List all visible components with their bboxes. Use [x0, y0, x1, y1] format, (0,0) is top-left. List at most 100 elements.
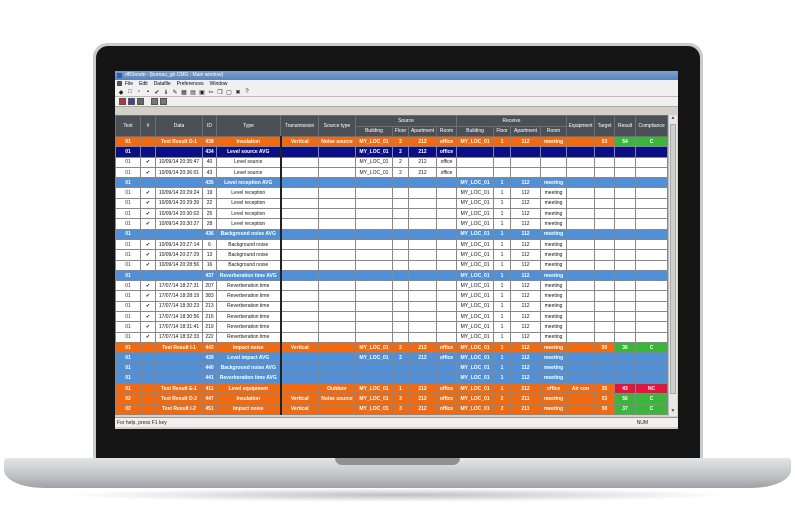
table-row[interactable]: 01 ✔ 17/07/14 18:30:23 213 Reverberation tim… — [115, 300, 669, 313]
view-a-icon[interactable] — [119, 98, 126, 105]
table-row[interactable]: 01 ✔ 10/09/14 20:28:56 16 Background noise MY… — [115, 259, 669, 271]
column-header-data[interactable]: Data — [155, 115, 203, 137]
app-icon[interactable]: ◆ — [118, 89, 124, 96]
table-row[interactable]: 01 Test Result D-1 438 Insulation Vertical No… — [115, 135, 669, 148]
cell--[interactable]: ✔ — [140, 249, 156, 261]
cell--[interactable]: ✔ — [140, 197, 156, 210]
receive-floor-header[interactable]: Floor — [493, 125, 512, 137]
cell--[interactable] — [140, 228, 156, 240]
table-row[interactable]: 01 ✔ 17/07/14 18:32:33 222 Reverberation tim… — [115, 331, 669, 343]
cell--[interactable]: ✔ — [140, 218, 156, 230]
source-room-header[interactable]: Room — [435, 125, 458, 137]
cell--[interactable] — [140, 372, 156, 385]
receive-room-header[interactable]: Room — [540, 125, 568, 137]
cell--[interactable] — [140, 383, 156, 395]
edit-icon[interactable]: ✎ — [172, 89, 178, 96]
cell--[interactable]: ✔ — [140, 300, 156, 313]
table-row[interactable]: 01 440 Background noise AVG MY_LOC_01 1 112 me… — [115, 362, 669, 374]
menu-edit[interactable]: Edit — [139, 81, 148, 87]
check-icon[interactable]: ✔ — [154, 89, 160, 96]
scroll-down-icon[interactable]: ▼ — [670, 408, 676, 414]
cell--[interactable]: ✔ — [140, 238, 156, 251]
scroll-thumb[interactable] — [670, 124, 676, 394]
source-apartment-header[interactable]: Apartment — [408, 125, 437, 137]
cell--[interactable]: ✔ — [140, 156, 156, 168]
cell--[interactable]: ✔ — [140, 321, 156, 333]
table-row[interactable]: 01 437 Reverberation time AVG MY_LOC_01 1 112… — [115, 269, 669, 282]
column-header-target[interactable]: Target — [594, 115, 616, 137]
column-header--[interactable]: # — [140, 115, 156, 137]
cell--[interactable] — [140, 352, 156, 364]
table-row[interactable]: 01 ✔ 10/09/14 20:27:29 13 Background noise MY… — [115, 249, 669, 261]
help-icon[interactable]: ? — [245, 89, 249, 95]
cut-icon[interactable]: ✂ — [208, 89, 214, 96]
table-row[interactable]: 01 ✔ 10/09/14 20:35:47 40 Level source MY_LOC… — [115, 156, 669, 168]
table-row[interactable]: 01 ✔ 10/09/14 20:29:24 19 Level reception MY_… — [115, 187, 669, 199]
cell--[interactable] — [140, 135, 156, 148]
source-building-header[interactable]: Building — [355, 125, 393, 137]
info-icon[interactable]: ℹ — [164, 89, 168, 96]
chart-icon[interactable]: ▤ — [190, 89, 196, 96]
table-row[interactable]: 01 ✔ 17/07/14 18:30:56 216 Reverberation tim… — [115, 311, 669, 323]
cell--[interactable] — [140, 362, 156, 374]
menu-datafile[interactable]: Datafile — [153, 81, 171, 87]
cell--[interactable]: ✔ — [140, 290, 156, 302]
cell--[interactable] — [140, 269, 156, 282]
column-header-source-type[interactable]: Source type — [318, 115, 356, 137]
cell--[interactable] — [140, 403, 156, 416]
cell--[interactable]: ✔ — [140, 311, 156, 323]
save-icon[interactable]: ▪ — [146, 89, 150, 95]
table-row[interactable]: 02 Test Result D-2 447 Insulation Vertical No… — [115, 393, 669, 405]
column-header-compliance[interactable]: Compliance — [635, 115, 669, 137]
scroll-up-icon[interactable]: ▲ — [670, 115, 676, 121]
open-icon[interactable]: ▫ — [137, 89, 141, 95]
cell--[interactable]: ✔ — [140, 259, 156, 271]
table-row[interactable]: 01 439 Level impact AVG MY_LOC_01 2 212 office… — [115, 352, 669, 364]
table-row[interactable]: 01 ✔ 17/07/14 18:28:19 383 Reverberation tim… — [115, 290, 669, 302]
table-row[interactable]: 01 ✔ 10/09/14 20:36:01 43 Level source MY_LOC… — [115, 166, 669, 179]
cell--[interactable]: ✔ — [140, 166, 156, 179]
table-row[interactable]: 01 ✔ 10/09/14 20:27:14 6 Background noise MY_… — [115, 238, 669, 251]
cell--[interactable] — [140, 393, 156, 405]
column-header-test[interactable]: Test — [115, 115, 141, 137]
cell--[interactable] — [140, 177, 156, 189]
table-row[interactable]: 01 441 Reverberation time AVG MY_LOC_01 1 112… — [115, 372, 669, 385]
view-b-icon[interactable] — [128, 98, 135, 105]
table-row[interactable]: 01 ✔ 10/09/14 20:30:27 28 Level reception MY_… — [115, 218, 669, 230]
filter-icon[interactable] — [151, 98, 158, 105]
column-header-result[interactable]: Result — [614, 115, 637, 137]
table-row[interactable]: 01 435 Level reception AVG MY_LOC_01 1 112 mee… — [115, 177, 669, 189]
cell--[interactable]: ✔ — [140, 187, 156, 199]
column-header-transmission[interactable]: Transmission — [280, 115, 319, 137]
paste-icon[interactable]: ▢ — [226, 89, 232, 96]
vertical-scrollbar[interactable]: ▲ ▼ — [668, 115, 677, 416]
table-row[interactable]: 01 Test Result E-1 411 Level equipment Outdo… — [115, 383, 669, 395]
table-row[interactable]: 01 ✔ 17/07/14 18:27:31 207 Reverberation tim… — [115, 280, 669, 292]
menu-window[interactable]: Window — [209, 81, 228, 87]
receive-building-header[interactable]: Building — [456, 125, 495, 137]
table-row[interactable]: 01 ✔ 10/09/14 20:29:39 22 Level reception MY_… — [115, 197, 669, 210]
menu-preferences[interactable]: Preferences — [176, 81, 204, 87]
receive-apartment-header[interactable]: Apartment — [510, 125, 542, 137]
delete-icon[interactable]: ✖ — [235, 89, 241, 96]
table-row[interactable]: 01 436 Background noise AVG MY_LOC_01 1 112 me… — [115, 228, 669, 240]
cell--[interactable]: ✔ — [140, 208, 156, 220]
print-icon[interactable]: ▣ — [199, 89, 205, 96]
new-icon[interactable]: □ — [128, 89, 132, 95]
cell--[interactable] — [140, 146, 156, 158]
grid-icon[interactable]: ▦ — [181, 89, 187, 96]
cell--[interactable]: ✔ — [140, 331, 156, 343]
copy-icon[interactable]: ❐ — [217, 89, 223, 96]
table-row[interactable]: 02 Test Result I-2 451 Impact noise Vertical… — [115, 403, 669, 416]
column-header-id[interactable]: ID — [202, 115, 217, 137]
cell--[interactable] — [140, 341, 156, 354]
source-floor-header[interactable]: Floor — [392, 125, 409, 137]
view-c-icon[interactable] — [137, 98, 144, 105]
table-row[interactable]: 01 434 Level source AVG MY_LOC_01 2 212 office — [115, 146, 669, 158]
sort-icon[interactable] — [160, 98, 167, 105]
column-header-equipment[interactable]: Equipment — [566, 115, 596, 137]
table-row[interactable]: 01 Test Result I-1 442 Impact noise Vertical… — [115, 341, 669, 354]
table-row[interactable]: 01 ✔ 17/07/14 18:31:41 219 Reverberation tim… — [115, 321, 669, 333]
menu-file[interactable]: File — [125, 81, 134, 87]
table-row[interactable]: 01 ✔ 10/09/14 20:30:02 25 Level reception MY_… — [115, 208, 669, 220]
